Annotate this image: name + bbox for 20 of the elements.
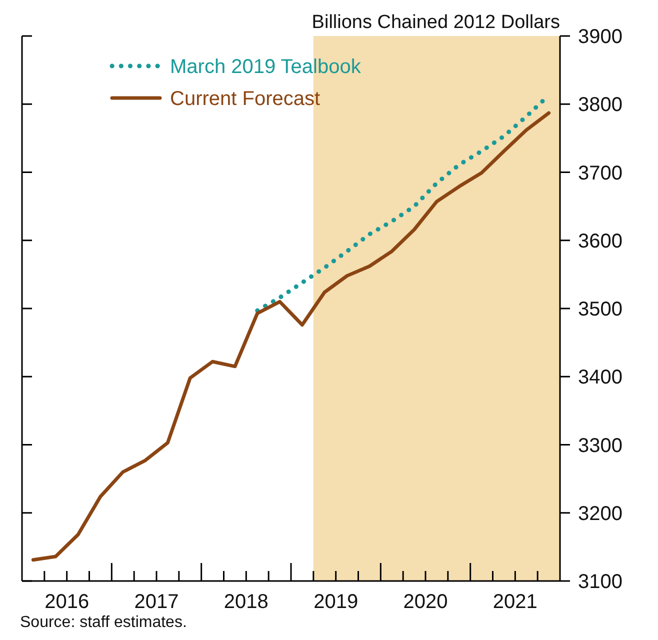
y-tick-label: 3200 [578, 502, 622, 525]
y-tick-label: 3600 [578, 230, 622, 252]
x-tick-label: 2018 [224, 591, 268, 613]
y-tick-label: 3300 [578, 434, 622, 457]
y-tick-label: 3100 [578, 571, 622, 593]
y-tick-label: 3400 [578, 366, 622, 389]
x-tick-label: 2021 [492, 591, 538, 613]
legend-label: Current Forecast [170, 88, 320, 110]
legend-label: March 2019 Tealbook [170, 56, 362, 78]
source-note: Source: staff estimates. [20, 614, 187, 631]
x-tick-label: 2020 [403, 591, 448, 613]
x-tick-label: 2017 [134, 591, 179, 613]
x-tick-label: 2019 [314, 591, 358, 613]
y-tick-label: 3800 [578, 94, 622, 116]
y-tick-label: 3500 [578, 298, 622, 320]
x-tick-label: 2016 [44, 591, 90, 613]
y-tick-label: 3700 [578, 162, 622, 184]
y-tick-label: 3900 [578, 26, 622, 48]
y-axis-title: Billions Chained 2012 Dollars [312, 12, 560, 33]
line-series [31, 111, 551, 562]
